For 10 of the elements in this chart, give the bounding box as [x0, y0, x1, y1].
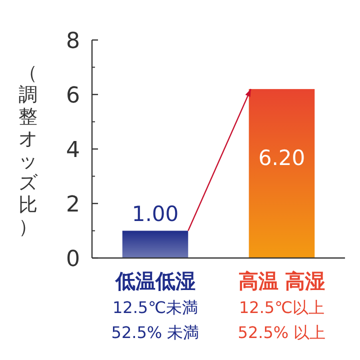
y-axis-title: （調整オッズ比）	[18, 62, 38, 238]
y-tick-label: 0	[66, 247, 80, 272]
data-label: 6.20	[258, 146, 306, 170]
x-tick-label: 高温 高湿 12.5℃以上 52.5% 以上	[238, 269, 326, 342]
y-tick-label: 4	[66, 138, 80, 163]
y-tick-label: 8	[66, 29, 80, 54]
y-tick-label: 6	[66, 84, 80, 108]
x-tick-label: 低温低湿 12.5℃未満 52.5% 未満	[111, 269, 200, 342]
data-label: 1.00	[132, 202, 179, 226]
y-tick-label: 2	[66, 192, 80, 218]
